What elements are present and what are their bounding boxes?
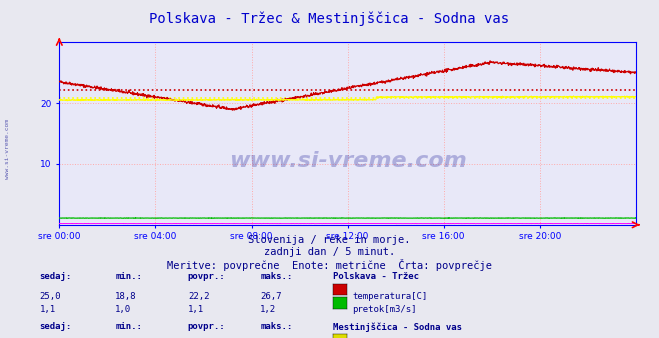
Text: maks.:: maks.: <box>260 272 293 281</box>
Text: Meritve: povprečne  Enote: metrične  Črta: povprečje: Meritve: povprečne Enote: metrične Črta:… <box>167 259 492 271</box>
Text: Polskava - Tržec: Polskava - Tržec <box>333 272 419 281</box>
Text: 1,1: 1,1 <box>40 305 55 314</box>
Text: www.si-vreme.com: www.si-vreme.com <box>5 119 11 179</box>
Text: Mestinjščica - Sodna vas: Mestinjščica - Sodna vas <box>333 322 462 332</box>
Text: povpr.:: povpr.: <box>188 322 225 331</box>
Text: min.:: min.: <box>115 322 142 331</box>
Text: temperatura[C]: temperatura[C] <box>353 292 428 301</box>
Text: sedaj:: sedaj: <box>40 322 72 331</box>
Text: pretok[m3/s]: pretok[m3/s] <box>353 305 417 314</box>
Text: www.si-vreme.com: www.si-vreme.com <box>229 151 467 171</box>
Text: 22,2: 22,2 <box>188 292 210 301</box>
Text: 18,8: 18,8 <box>115 292 137 301</box>
Text: Slovenija / reke in morje.: Slovenija / reke in morje. <box>248 235 411 245</box>
Text: sedaj:: sedaj: <box>40 272 72 281</box>
Text: 1,2: 1,2 <box>260 305 276 314</box>
Text: zadnji dan / 5 minut.: zadnji dan / 5 minut. <box>264 247 395 257</box>
Text: maks.:: maks.: <box>260 322 293 331</box>
Text: 26,7: 26,7 <box>260 292 282 301</box>
Text: Polskava - Tržec & Mestinjščica - Sodna vas: Polskava - Tržec & Mestinjščica - Sodna … <box>150 12 509 26</box>
Text: 1,0: 1,0 <box>115 305 131 314</box>
Text: min.:: min.: <box>115 272 142 281</box>
Text: povpr.:: povpr.: <box>188 272 225 281</box>
Text: 1,1: 1,1 <box>188 305 204 314</box>
Text: 25,0: 25,0 <box>40 292 61 301</box>
